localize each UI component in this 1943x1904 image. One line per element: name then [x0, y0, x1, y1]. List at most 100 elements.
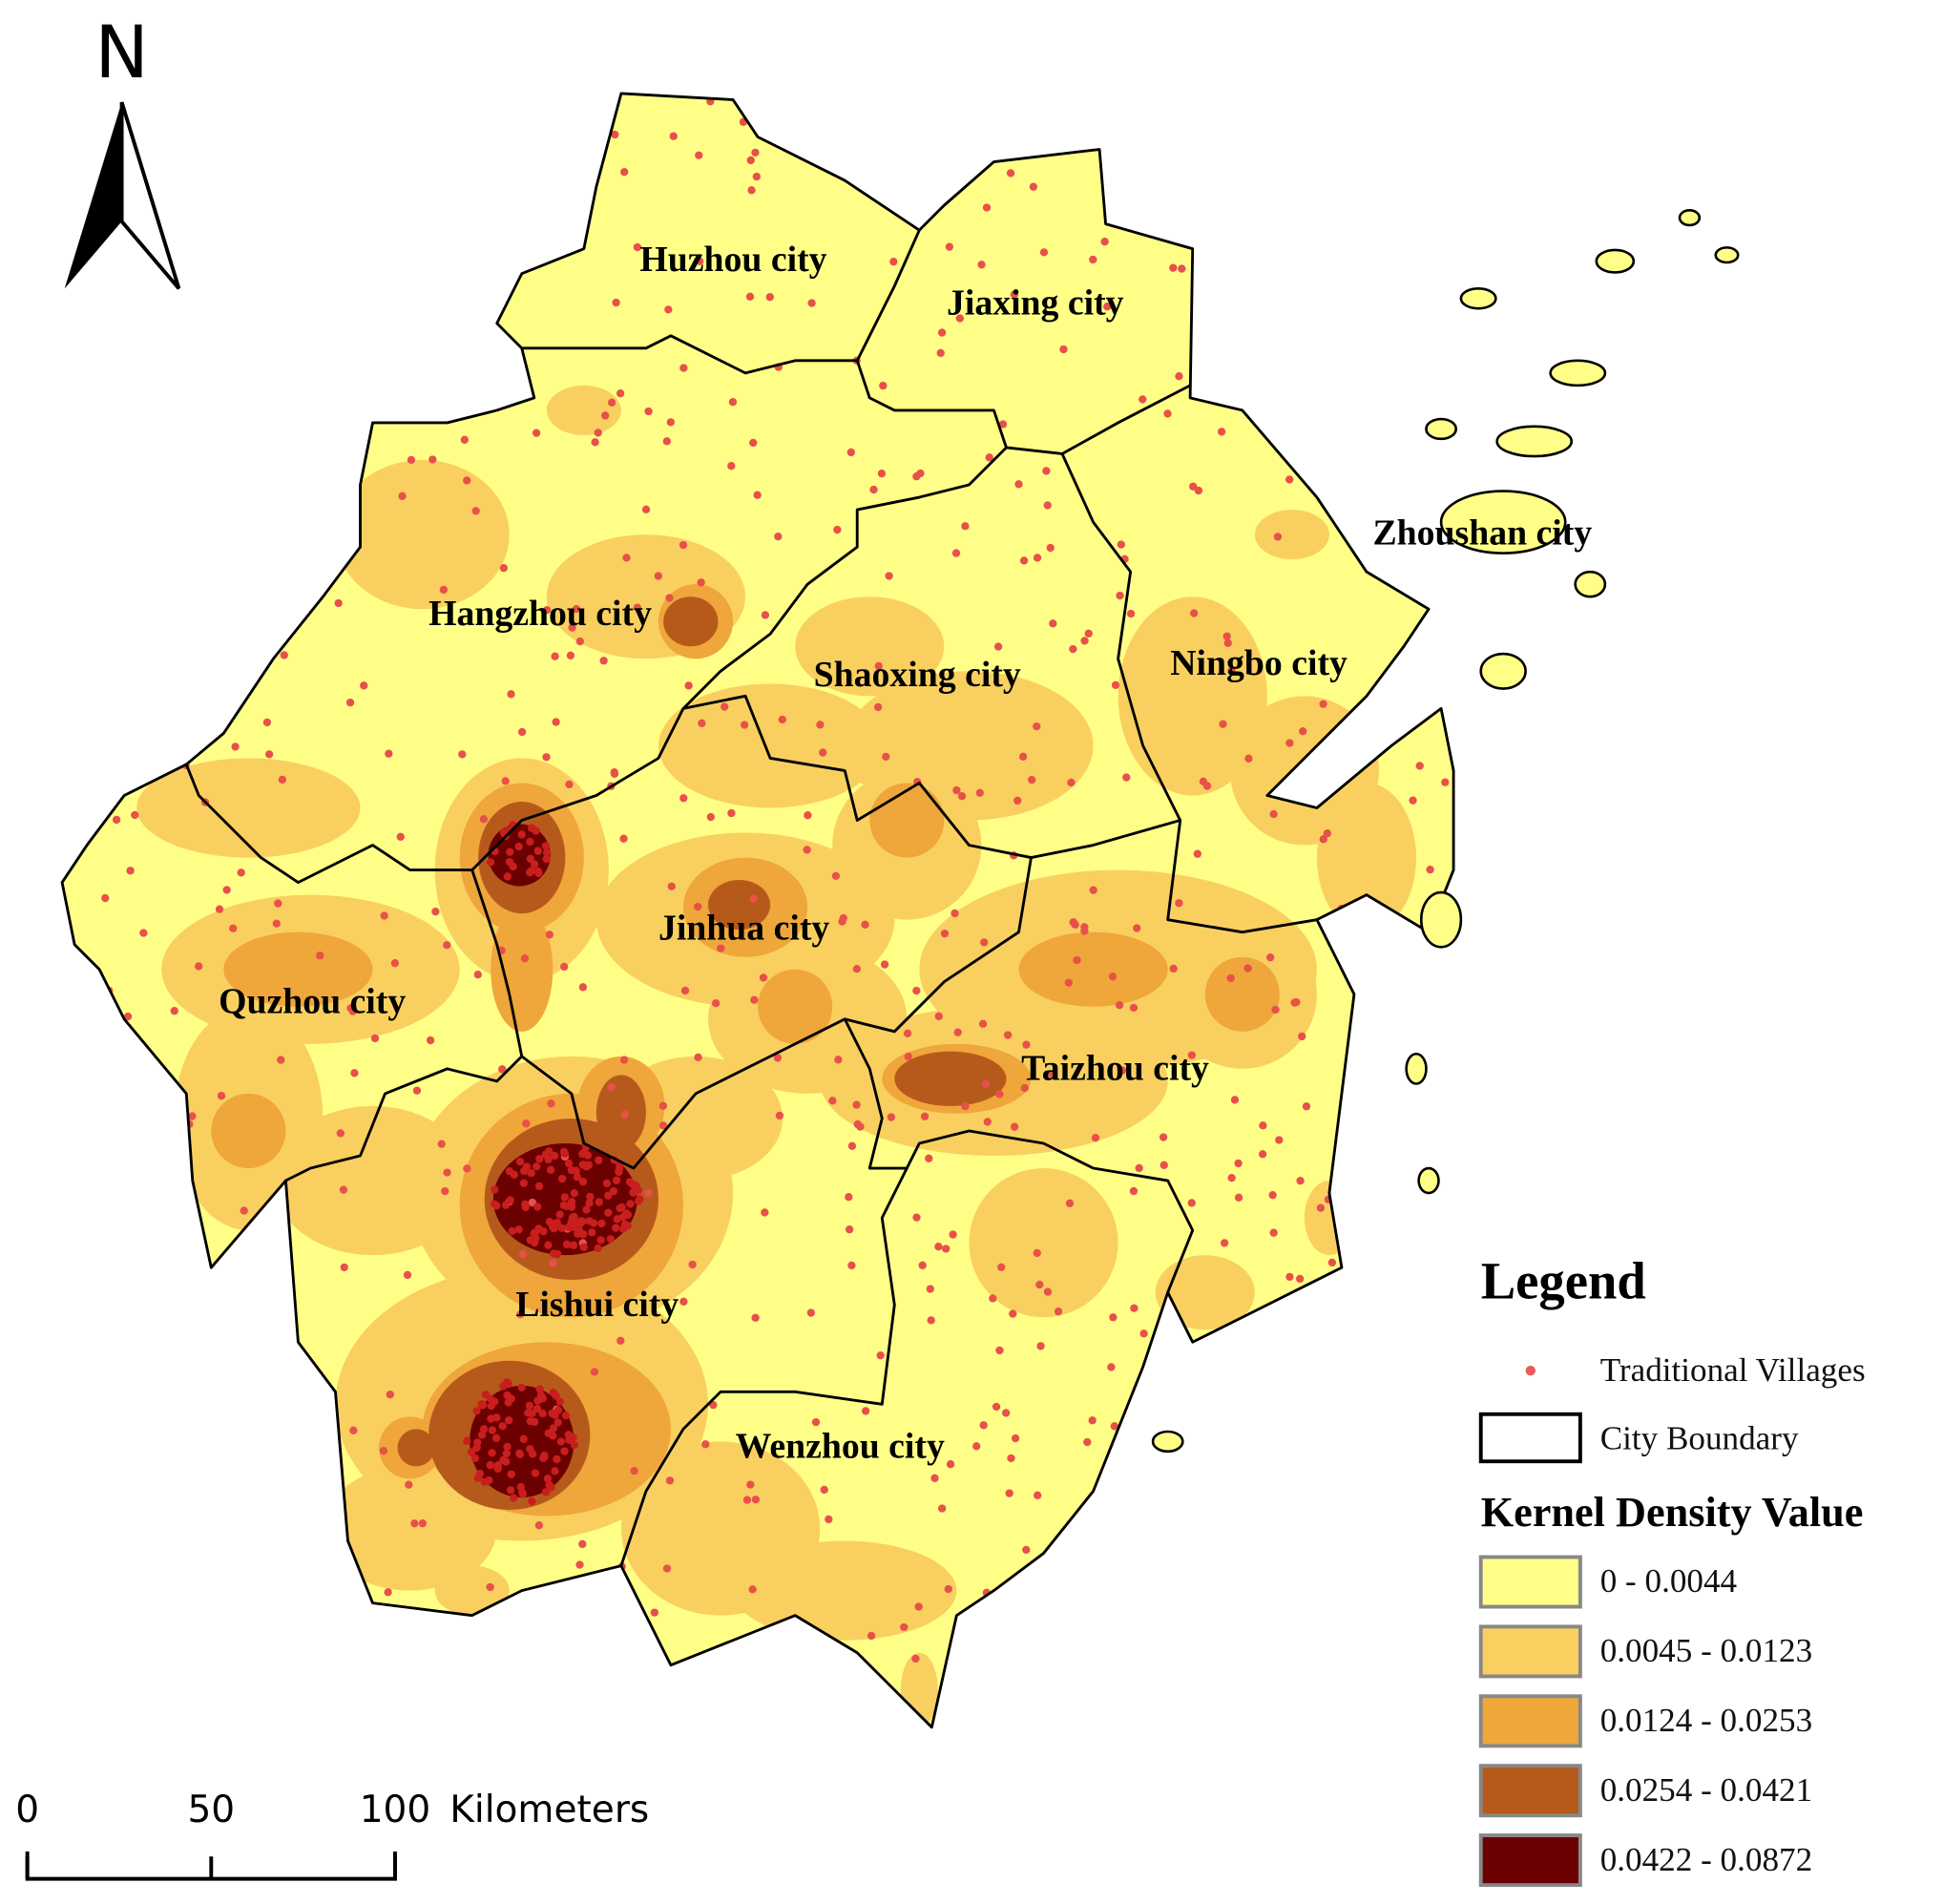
village-point — [1244, 754, 1253, 764]
village-point — [867, 1631, 876, 1641]
village-point — [526, 868, 534, 877]
village-point — [588, 1228, 596, 1237]
village-point — [1387, 980, 1395, 989]
density-patch — [969, 1168, 1118, 1318]
village-point — [1046, 543, 1055, 553]
village-point — [486, 858, 495, 867]
village-point — [1006, 169, 1015, 178]
village-point — [879, 381, 888, 390]
village-point — [504, 1398, 512, 1407]
village-point — [887, 1113, 896, 1121]
village-point — [172, 257, 180, 265]
village-point — [1065, 1546, 1074, 1555]
village-point — [339, 1185, 348, 1194]
village-point — [504, 1379, 512, 1389]
village-point — [62, 308, 69, 317]
village-point — [852, 965, 862, 973]
village-point — [1187, 1199, 1196, 1207]
village-point — [604, 1208, 613, 1217]
legend-point — [1525, 1365, 1536, 1376]
village-point — [551, 652, 559, 660]
village-point — [749, 438, 758, 448]
village-point — [1263, 1372, 1272, 1381]
village-point — [1100, 238, 1109, 246]
village-point — [847, 1141, 857, 1150]
village-point — [751, 1313, 760, 1322]
village-point — [549, 1259, 557, 1267]
village-point — [1043, 501, 1052, 510]
village-point — [557, 1224, 566, 1232]
village-point — [1036, 1342, 1045, 1350]
village-point — [583, 1151, 593, 1160]
village-point — [697, 578, 705, 587]
density-patch — [434, 1565, 510, 1616]
village-point — [1393, 1171, 1403, 1180]
village-point — [443, 1168, 451, 1177]
village-point — [527, 1169, 535, 1178]
village-point — [622, 554, 631, 562]
village-point — [1089, 255, 1097, 264]
village-point — [985, 453, 993, 462]
village-point — [229, 924, 238, 932]
village-point — [385, 749, 393, 758]
island — [1151, 1430, 1184, 1454]
village-point — [1164, 1374, 1174, 1384]
village-point — [746, 156, 755, 165]
village-point — [816, 721, 825, 729]
village-point — [433, 162, 443, 171]
village-point — [569, 1223, 577, 1232]
village-point — [522, 1162, 531, 1171]
village-point — [1088, 1416, 1097, 1425]
village-point — [524, 1409, 533, 1417]
island — [1459, 287, 1497, 310]
density-patch — [733, 1540, 957, 1641]
village-point — [265, 750, 274, 759]
village-point — [983, 1118, 992, 1126]
village-point — [509, 1494, 518, 1502]
village-point — [222, 886, 231, 894]
village-point — [195, 474, 203, 484]
village-point — [597, 1219, 606, 1228]
village-point — [658, 1121, 668, 1130]
village-point — [664, 305, 673, 314]
village-point — [515, 1449, 524, 1457]
village-point — [667, 882, 676, 890]
village-point — [1080, 637, 1089, 645]
village-point — [1376, 1225, 1385, 1234]
village-point — [1181, 1669, 1190, 1678]
village-point — [834, 1056, 843, 1064]
village-point — [602, 1179, 612, 1188]
village-point — [629, 1181, 637, 1189]
village-point — [493, 1464, 502, 1474]
village-point — [995, 1090, 1004, 1098]
village-point — [961, 1101, 970, 1111]
village-point — [531, 860, 539, 868]
village-point — [506, 1196, 514, 1204]
village-point — [99, 1028, 109, 1036]
village-point — [1409, 796, 1417, 805]
village-point — [1064, 978, 1074, 987]
city-labels: Huzhou city Jiaxing city Hangzhou city S… — [219, 240, 1592, 1466]
village-point — [630, 1466, 638, 1475]
village-point — [1013, 796, 1022, 806]
village-point — [488, 1426, 497, 1434]
village-point — [1444, 450, 1452, 459]
village-point — [1010, 290, 1019, 299]
village-point — [211, 1421, 219, 1430]
village-point — [946, 1460, 955, 1469]
village-point — [1300, 156, 1309, 164]
island — [1495, 425, 1574, 458]
village-point — [237, 868, 245, 877]
village-point — [869, 485, 878, 494]
city-label: Ningbo city — [1170, 643, 1348, 683]
village-point — [877, 469, 887, 478]
village-point — [112, 815, 121, 825]
village-point — [514, 842, 523, 851]
village-point — [1326, 1336, 1334, 1345]
density-patch — [708, 879, 771, 931]
village-point — [1443, 970, 1452, 978]
village-point — [212, 1418, 221, 1427]
village-point — [1247, 118, 1257, 127]
village-point — [638, 1651, 647, 1660]
